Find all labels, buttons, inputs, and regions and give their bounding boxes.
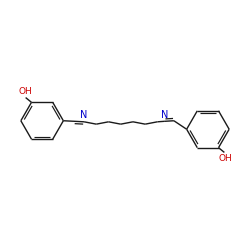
Text: OH: OH [18, 87, 32, 96]
Text: N: N [161, 110, 168, 120]
Text: N: N [80, 110, 88, 120]
Text: OH: OH [218, 154, 232, 163]
